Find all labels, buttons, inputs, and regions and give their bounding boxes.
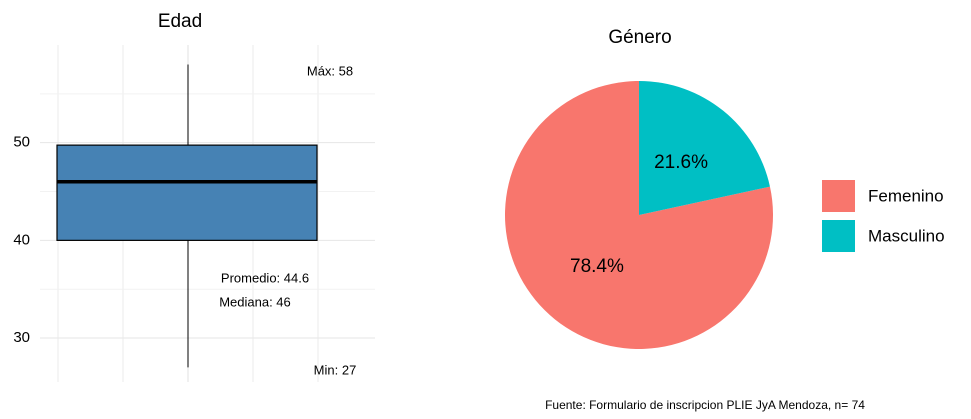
annotation: Promedio: 44.6: [221, 270, 309, 285]
box: [56, 144, 318, 241]
legend-label: Femenino: [868, 186, 944, 205]
legend-swatch: [822, 180, 855, 212]
annotation: Mediana: 46: [219, 294, 291, 309]
chart-title: Género: [608, 27, 671, 48]
data-label: 21.6%: [654, 152, 708, 173]
y-tick-label: 30: [13, 329, 30, 346]
legend-label: Masculino: [868, 226, 945, 245]
pie-slice: [639, 81, 770, 215]
pie-slice: [504, 81, 773, 350]
data-label: 78.4%: [570, 256, 624, 277]
legend-swatch: [822, 220, 855, 252]
annotation: Min: 27: [314, 362, 357, 377]
annotation: Máx: 58: [307, 63, 353, 78]
y-tick-label: 40: [13, 231, 30, 248]
y-tick-label: 50: [13, 134, 30, 151]
chart-title: Edad: [158, 11, 202, 32]
caption: Fuente: Formulario de inscripcion PLIE J…: [545, 398, 865, 412]
